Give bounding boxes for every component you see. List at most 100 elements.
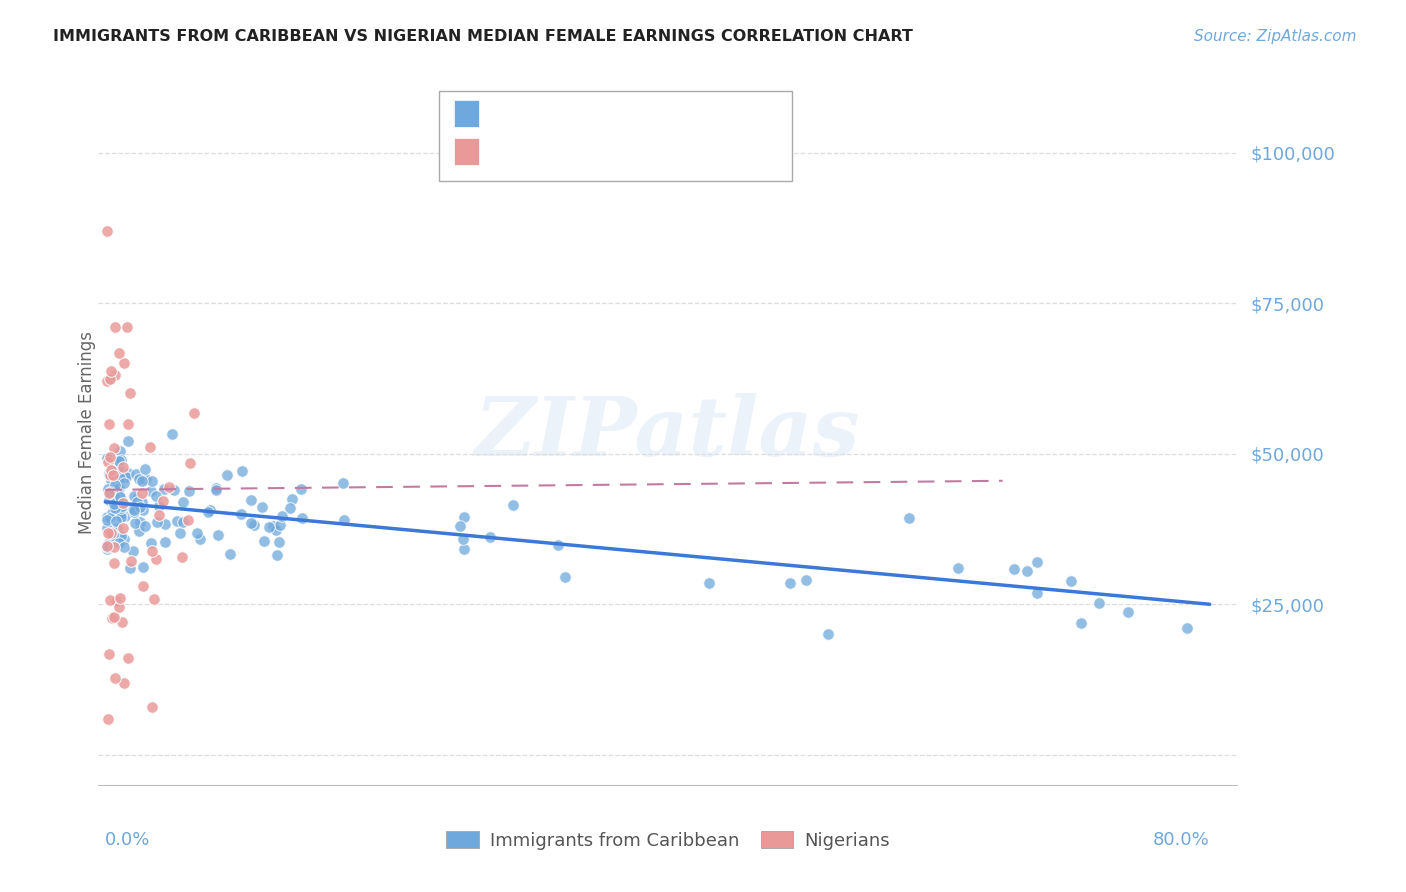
Point [135,472,157,486]
Point [96,521,118,535]
Point [259,519,281,533]
Point [111,460,134,475]
Point [1070,616,1092,631]
Point [98,511,121,525]
Point [291,511,314,525]
Point [547,538,569,552]
Point [163,483,186,498]
Point [101,454,124,468]
Point [97,526,120,541]
Point [96,540,118,554]
Point [108,600,131,615]
Point [103,441,125,455]
Point [145,489,167,503]
Point [97,467,120,481]
Point [105,594,128,608]
Point [502,499,524,513]
Point [111,495,134,509]
Point [148,508,170,523]
Point [449,519,471,533]
Point [107,461,129,475]
Point [166,514,188,528]
Point [132,560,155,574]
Point [153,516,176,531]
Point [110,529,132,543]
Point [262,519,284,533]
Point [105,454,128,468]
Point [110,509,132,524]
Point [115,470,138,484]
Point [332,476,354,491]
Point [269,518,291,533]
Point [103,501,125,516]
Point [107,453,129,467]
Point [108,490,131,504]
Point [554,570,576,584]
Point [111,615,134,630]
Point [205,483,228,498]
Point [1017,564,1039,578]
Point [270,508,292,523]
Point [108,536,131,550]
Point [110,501,132,516]
Point [98,648,121,662]
Text: R =: R = [489,104,529,122]
Point [267,535,290,549]
Point [1026,586,1049,600]
Point [183,406,205,420]
Point [134,462,156,476]
Point [139,536,162,550]
Point [111,520,134,534]
Point [172,516,194,530]
Point [1060,574,1083,588]
Point [100,526,122,541]
Point [141,699,163,714]
Point [103,498,125,512]
Point [333,513,356,527]
Point [172,495,194,509]
Point [101,611,124,625]
Point [1116,605,1139,619]
Point [103,556,125,570]
Point [117,467,139,481]
Text: IMMIGRANTS FROM CARIBBEAN VS NIGERIAN MEDIAN FEMALE EARNINGS CORRELATION CHART: IMMIGRANTS FROM CARIBBEAN VS NIGERIAN ME… [53,29,914,44]
Point [179,456,201,470]
Point [145,551,167,566]
Point [114,508,136,523]
Point [98,417,121,431]
Point [129,500,152,515]
Point [152,494,174,508]
Point [198,503,221,517]
Point [112,540,135,554]
Point [107,488,129,502]
Point [898,511,921,525]
Point [139,483,162,498]
Point [98,593,121,607]
Point [132,503,155,517]
Point [108,481,131,495]
Point [229,507,252,521]
Point [100,463,122,477]
Point [453,532,475,546]
Point [112,532,135,546]
Point [946,560,969,574]
Point [177,513,200,527]
Point [153,534,176,549]
Point [141,474,163,488]
Point [98,371,121,385]
Point [290,482,312,496]
Text: -0.568: -0.568 [520,104,585,122]
Point [142,591,165,606]
Point [131,579,153,593]
Point [453,509,475,524]
Point [243,517,266,532]
Point [278,500,301,515]
Point [112,675,135,690]
Point [108,444,131,458]
Point [186,525,208,540]
Point [131,485,153,500]
Point [101,489,124,503]
Point [817,627,839,641]
Point [122,505,145,519]
Point [111,503,134,517]
